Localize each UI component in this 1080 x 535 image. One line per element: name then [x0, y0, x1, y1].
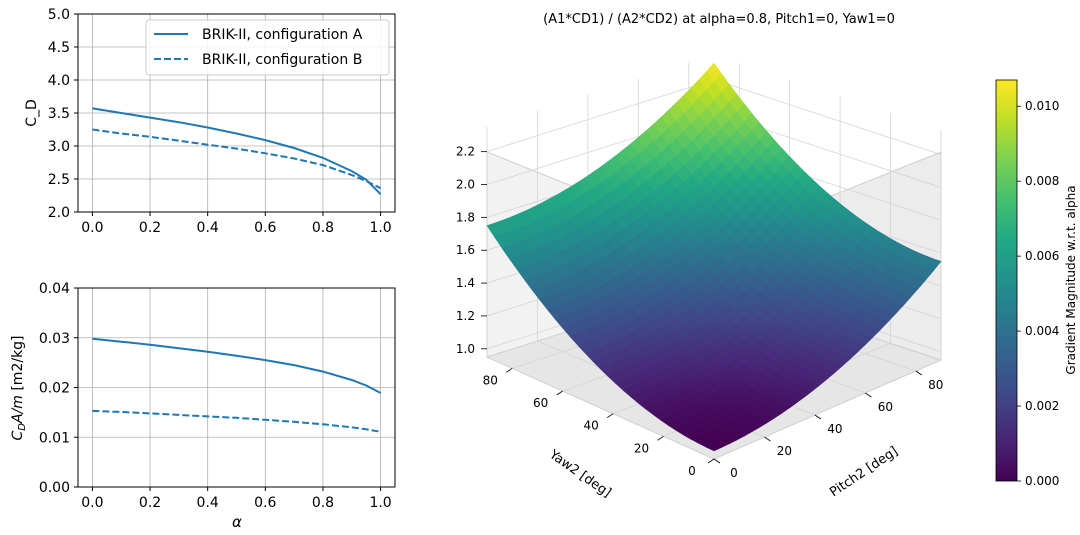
z-tick-label-3: 1.6 [456, 243, 475, 257]
top-ytick-label-2: 3.0 [48, 139, 70, 155]
bottom-ticks: 0.0 0.2 0.4 0.6 0.8 1.0 0.00 0.01 0.02 0.03 0.04 [39, 281, 392, 511]
pitch-axis: 0 20 40 60 80 [713, 370, 943, 480]
yaw-tick-label-2: 40 [583, 419, 598, 433]
pitch-axis-label: Pitch2 [deg] [827, 444, 901, 500]
pitch-tick-2 [814, 414, 822, 420]
z-tick-label-5: 2.0 [456, 178, 475, 192]
legend: BRIK-II, configuration A BRIK-II, config… [145, 19, 390, 76]
bottom-ytick-label-3: 0.03 [39, 331, 70, 347]
top-xtick-label-4: 0.8 [312, 220, 334, 236]
z-tick-label-2: 1.4 [456, 276, 475, 290]
top-ylabel: C_D [24, 99, 40, 127]
pitch-tick-3 [865, 392, 872, 398]
pitch-tick-label-3: 60 [878, 400, 893, 414]
yaw-axis: 0 20 40 60 80 [483, 368, 715, 478]
colorbar-tick-label-1: 0.002 [1025, 399, 1059, 413]
pitch-tick-0 [713, 458, 721, 464]
surface [486, 62, 942, 452]
colorbar-tick-label-3: 0.006 [1025, 249, 1059, 263]
bottom-xtick-label-0: 0.0 [81, 495, 103, 511]
yaw-tick-2 [606, 413, 614, 418]
bottom-ytick-label-4: 0.04 [39, 281, 70, 297]
yaw-tick-4 [506, 368, 513, 373]
top-xtick-label-5: 1.0 [369, 220, 391, 236]
top-ytick-label-6: 5.0 [48, 7, 70, 23]
bottom-xlabel: α [232, 513, 242, 531]
bottom-ytick-label-0: 0.00 [39, 480, 70, 496]
top-ytick-label-5: 4.5 [48, 40, 70, 56]
pane-xgrid-0 [486, 127, 715, 460]
top-ticks: 0.0 0.2 0.4 0.6 0.8 1.0 2.0 2.5 3.0 3.5 4.0 4.5 5.0 [48, 7, 392, 236]
top-series-a [92, 107, 382, 195]
colorbar-tick-label-4: 0.008 [1025, 174, 1059, 188]
bottom-xtick-label-3: 0.6 [254, 495, 276, 511]
colorbar [995, 79, 1018, 482]
yaw-tick-label-3: 60 [533, 396, 548, 410]
top-xtick-label-0: 0.0 [81, 220, 103, 236]
yaw-tick-label-0: 0 [688, 464, 696, 478]
bottom-xtick-label-4: 0.8 [312, 495, 334, 511]
z-axis: 1.0 1.2 1.4 1.6 1.8 2.0 2.2 [456, 145, 487, 356]
top-xtick-label-3: 0.6 [254, 220, 276, 236]
pane-ygrid-0 [713, 130, 942, 460]
colorbar-tick-label-5: 0.010 [1025, 99, 1059, 113]
yaw-tick-label-1: 20 [634, 441, 649, 455]
pitch-tick-4 [915, 370, 922, 376]
pitch-tick-label-0: 0 [730, 466, 738, 480]
pitch-tick-label-1: 20 [777, 444, 792, 458]
bottom-grid [78, 287, 395, 488]
bottom-ytick-label-2: 0.02 [39, 381, 70, 397]
bottom-series-a [92, 337, 382, 394]
legend-label-a: BRIK-II, configuration A [202, 27, 363, 43]
z-tick-label-6: 2.2 [456, 145, 475, 159]
surface-patch [705, 443, 723, 452]
bottom-chart: 0.0 0.2 0.4 0.6 0.8 1.0 0.00 0.01 0.02 0.03 0.04 C… [10, 281, 396, 531]
top-xtick-label-1: 0.2 [139, 220, 161, 236]
colorbar-tick-label-0: 0.000 [1025, 474, 1059, 488]
pitch-tick-1 [764, 436, 771, 442]
pitch-tick-label-2: 40 [827, 422, 842, 436]
z-tick-label-1: 1.2 [456, 309, 475, 323]
top-ytick-label-3: 3.5 [48, 106, 70, 122]
bottom-xtick-label-5: 1.0 [369, 495, 391, 511]
yaw-tick-1 [657, 436, 664, 441]
bottom-series [92, 337, 382, 433]
yaw-axis-label: Yaw2 [deg] [545, 447, 613, 501]
bottom-xtick-label-2: 0.4 [197, 495, 219, 511]
bottom-series-b [92, 409, 381, 433]
yaw-tick-3 [556, 390, 563, 396]
surface-chart: (A1*CD1) / (A2*CD2) at alpha=0.8, Pitch1… [456, 12, 1078, 501]
yaw-tick-label-4: 80 [483, 373, 498, 387]
colorbar-tick-label-2: 0.004 [1025, 324, 1059, 338]
top-ytick-label-0: 2.0 [48, 205, 70, 221]
top-chart: 0.0 0.2 0.4 0.6 0.8 1.02.02.53.03.54.04.55.0 … [24, 7, 396, 236]
z-tick-label-4: 1.8 [456, 210, 475, 224]
legend-box [145, 19, 390, 76]
legend-label-b: BRIK-II, configuration B [202, 52, 362, 68]
bottom-ylabel: CDA/m [m2/kg] [10, 335, 28, 440]
top-series [92, 107, 382, 195]
colorbar-label: Gradient Magnitude w.r.t. alpha [1064, 185, 1078, 374]
pitch-tick-label-4: 80 [928, 378, 943, 392]
bottom-xtick-label-1: 0.2 [139, 495, 161, 511]
top-xtick-label-2: 0.4 [197, 220, 219, 236]
top-series-b [92, 128, 382, 190]
colorbar-ticks: 0.000 0.002 0.004 0.006 0.008 0.010 [1017, 99, 1059, 488]
yaw-tick-0 [707, 458, 715, 464]
surface-title: (A1*CD1) / (A2*CD2) at alpha=0.8, Pitch1… [543, 12, 895, 27]
z-tick-label-0: 1.0 [456, 342, 475, 356]
bottom-ytick-label-1: 0.01 [39, 430, 70, 446]
top-ytick-label-4: 4.0 [48, 73, 70, 89]
top-ytick-label-1: 2.5 [48, 172, 70, 188]
